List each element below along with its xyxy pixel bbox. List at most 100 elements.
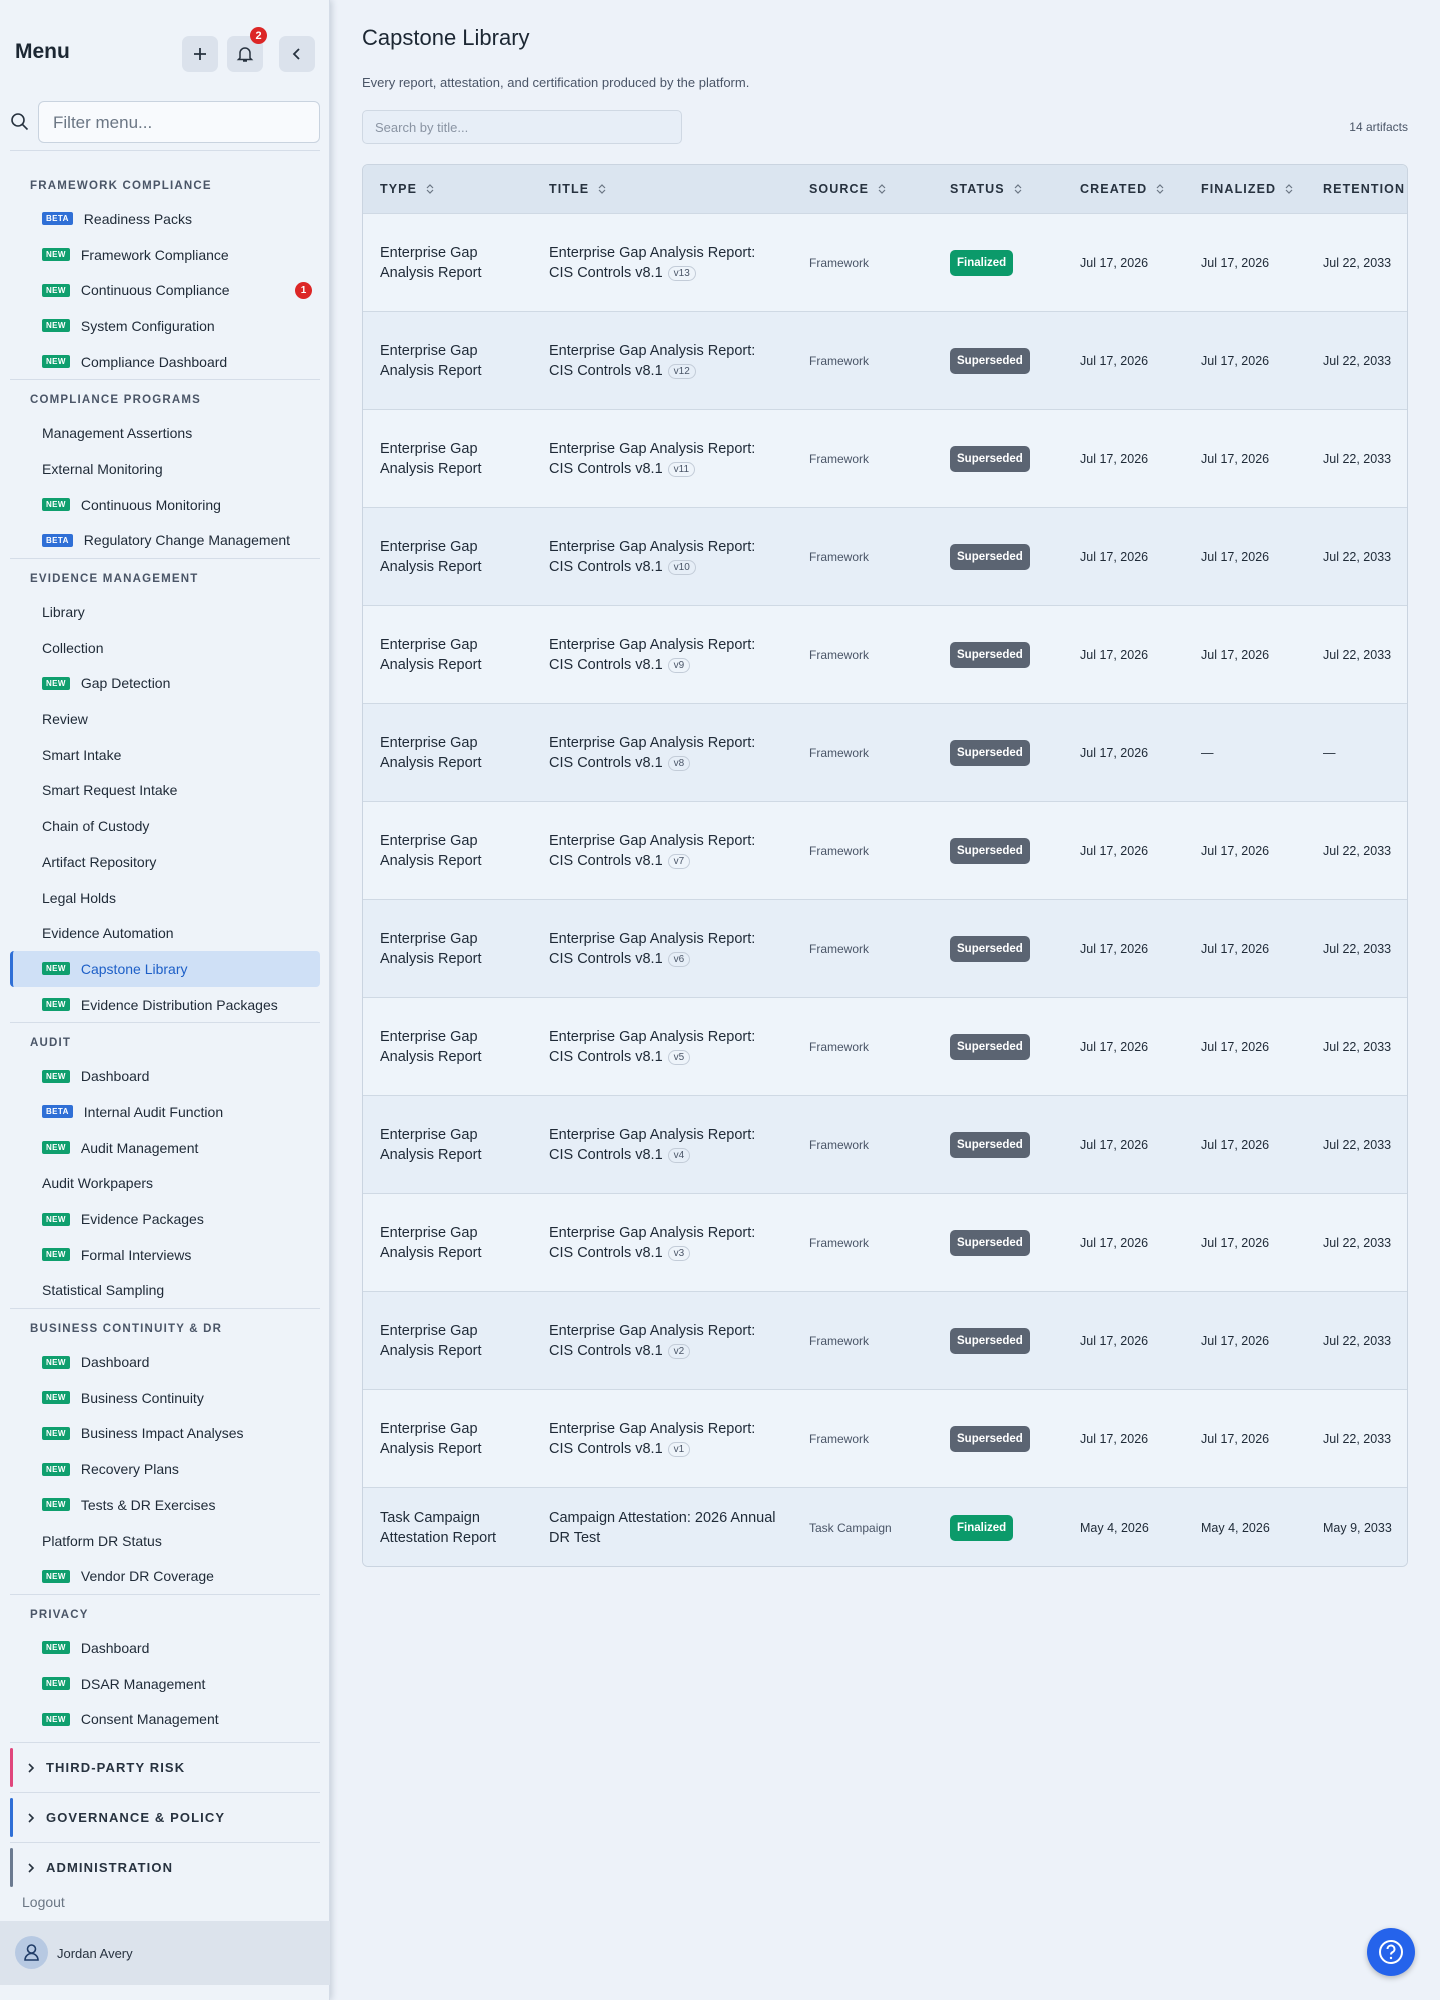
table-row[interactable]: Task Campaign Attestation Report Campaign… — [363, 1488, 1407, 1566]
item-badge: BETA — [42, 1105, 73, 1119]
table-row[interactable]: Enterprise Gap Analysis Report Enterprise… — [363, 1194, 1407, 1292]
created-date: Jul 17, 2026 — [1080, 451, 1149, 466]
created-date: Jul 17, 2026 — [1080, 1431, 1149, 1446]
menu-item[interactable]: BETA Internal Audit Function — [10, 1094, 320, 1130]
retention-cell: — — [1323, 704, 1407, 801]
menu-item[interactable]: Platform DR Status — [10, 1523, 320, 1559]
menu-list: FRAMEWORK COMPLIANCE BETA Readiness Packs N… — [10, 150, 320, 1740]
table-row[interactable]: Enterprise Gap Analysis Report Enterprise… — [363, 606, 1407, 704]
column-header[interactable]: TITLE — [549, 165, 607, 213]
menu-item[interactable]: NEW Recovery Plans — [10, 1451, 320, 1487]
table-row[interactable]: Enterprise Gap Analysis Report Enterprise… — [363, 1390, 1407, 1488]
menu-item[interactable]: NEW Business Continuity — [10, 1380, 320, 1416]
retention-cell: Jul 22, 2033 — [1323, 900, 1407, 997]
menu-item[interactable]: NEW Gap Detection — [10, 666, 320, 702]
menu-item[interactable]: Collection — [10, 630, 320, 666]
menu-item[interactable]: NEW Dashboard — [10, 1630, 320, 1666]
table-row[interactable]: Enterprise Gap Analysis Report Enterprise… — [363, 802, 1407, 900]
menu-item[interactable]: NEW Audit Management — [10, 1130, 320, 1166]
user-footer[interactable]: Jordan Avery — [0, 1921, 330, 1985]
menu-item[interactable]: Library — [10, 594, 320, 630]
help-button[interactable] — [1367, 1928, 1415, 1976]
collapsed-group[interactable]: ADMINISTRATION — [10, 1842, 320, 1892]
table-row[interactable]: Enterprise Gap Analysis Report Enterprise… — [363, 1096, 1407, 1194]
menu-item[interactable]: NEW Formal Interviews — [10, 1237, 320, 1273]
menu-item[interactable]: Evidence Automation — [10, 915, 320, 951]
title-cell: Campaign Attestation: 2026 Annual DR Tes… — [549, 1488, 789, 1566]
column-header[interactable]: STATUS — [950, 165, 1023, 213]
collapsed-group[interactable]: GOVERNANCE & POLICY — [10, 1792, 320, 1842]
collapse-button[interactable] — [279, 36, 315, 72]
column-header[interactable]: FINALIZED — [1201, 165, 1294, 213]
column-header[interactable]: RETENTION — [1323, 165, 1407, 213]
column-header[interactable]: CREATED — [1080, 165, 1165, 213]
menu-item[interactable]: Smart Intake — [10, 737, 320, 773]
retention-cell: Jul 22, 2033 — [1323, 1292, 1407, 1389]
column-header[interactable]: TYPE — [380, 165, 435, 213]
menu-item[interactable]: BETA Readiness Packs — [10, 201, 320, 237]
retention-cell: Jul 22, 2033 — [1323, 1194, 1407, 1291]
table-row[interactable]: Enterprise Gap Analysis Report Enterprise… — [363, 900, 1407, 998]
menu-item[interactable]: BETA Regulatory Change Management — [10, 523, 320, 559]
menu-item[interactable]: NEW Business Impact Analyses — [10, 1416, 320, 1452]
menu-item[interactable]: Review — [10, 701, 320, 737]
title-cell: Enterprise Gap Analysis Report: CIS Cont… — [549, 410, 789, 507]
menu-item[interactable]: Artifact Repository — [10, 844, 320, 880]
finalized-date: — — [1201, 745, 1214, 760]
type-cell: Enterprise Gap Analysis Report — [380, 410, 530, 507]
status-cell: Superseded — [950, 1292, 1075, 1389]
table-row[interactable]: Enterprise Gap Analysis Report Enterprise… — [363, 410, 1407, 508]
menu-item[interactable]: NEW Dashboard — [10, 1058, 320, 1094]
item-badge: NEW — [42, 962, 70, 976]
menu-item[interactable]: NEW Capstone Library — [10, 951, 320, 987]
menu-item[interactable]: Legal Holds — [10, 880, 320, 916]
table-row[interactable]: Enterprise Gap Analysis Report Enterprise… — [363, 1292, 1407, 1390]
retention-cell: Jul 22, 2033 — [1323, 802, 1407, 899]
column-header[interactable]: SOURCE — [809, 165, 887, 213]
logout-link[interactable]: Logout — [22, 1894, 65, 1910]
retention-cell: May 9, 2033 — [1323, 1488, 1407, 1566]
item-label: System Configuration — [80, 317, 215, 334]
menu-item[interactable]: Management Assertions — [10, 415, 320, 451]
menu-item[interactable]: NEW Tests & DR Exercises — [10, 1487, 320, 1523]
menu-item[interactable]: NEW Framework Compliance — [10, 237, 320, 273]
title-text: Enterprise Gap Analysis Report: CIS Cont… — [549, 244, 756, 281]
table-row[interactable]: Enterprise Gap Analysis Report Enterprise… — [363, 508, 1407, 606]
table-row[interactable]: Enterprise Gap Analysis Report Enterprise… — [363, 214, 1407, 312]
menu-item[interactable]: NEW Continuous Monitoring — [10, 487, 320, 523]
section-title: COMPLIANCE PROGRAMS — [30, 394, 202, 407]
menu-item[interactable]: NEW DSAR Management — [10, 1666, 320, 1702]
retention-date: Jul 22, 2033 — [1323, 353, 1392, 368]
type-text: Enterprise Gap Analysis Report — [380, 538, 482, 575]
menu-item[interactable]: NEW Vendor DR Coverage — [10, 1558, 320, 1594]
title-wrap: Enterprise Gap Analysis Report: CIS Cont… — [549, 1321, 777, 1361]
created-date: Jul 17, 2026 — [1080, 941, 1149, 956]
menu-item[interactable]: NEW Compliance Dashboard — [10, 344, 320, 380]
search-input[interactable]: Search by title... — [362, 110, 682, 144]
menu-item[interactable]: Audit Workpapers — [10, 1166, 320, 1202]
menu-item[interactable]: Chain of Custody — [10, 808, 320, 844]
table-row[interactable]: Enterprise Gap Analysis Report Enterprise… — [363, 704, 1407, 802]
menu-item[interactable]: NEW Dashboard — [10, 1344, 320, 1380]
filter-input[interactable]: Filter menu... — [38, 101, 320, 143]
table-row[interactable]: Enterprise Gap Analysis Report Enterprise… — [363, 312, 1407, 410]
menu-item[interactable]: Smart Request Intake — [10, 773, 320, 809]
collapsed-group[interactable]: THIRD-PARTY RISK — [10, 1742, 320, 1792]
menu-item[interactable]: NEW Evidence Distribution Packages — [10, 987, 320, 1023]
menu-item[interactable]: NEW Consent Management — [10, 1701, 320, 1737]
source-cell: Framework — [809, 1390, 944, 1487]
menu-item[interactable]: External Monitoring — [10, 451, 320, 487]
add-button[interactable] — [182, 36, 218, 72]
group-label: GOVERNANCE & POLICY — [46, 1810, 226, 1825]
menu-item[interactable]: NEW Evidence Packages — [10, 1201, 320, 1237]
type-cell: Enterprise Gap Analysis Report — [380, 1194, 530, 1291]
table-row[interactable]: Enterprise Gap Analysis Report Enterprise… — [363, 998, 1407, 1096]
version-chip: v7 — [667, 853, 691, 869]
menu-item[interactable]: NEW Continuous Compliance 1 — [10, 272, 320, 308]
item-label: Readiness Packs — [83, 210, 192, 227]
finalized-cell: Jul 17, 2026 — [1201, 312, 1316, 409]
type-text: Enterprise Gap Analysis Report — [380, 832, 482, 869]
menu-item[interactable]: NEW System Configuration — [10, 308, 320, 344]
page-title: Capstone Library — [362, 25, 530, 50]
menu-item[interactable]: Statistical Sampling — [10, 1273, 320, 1309]
